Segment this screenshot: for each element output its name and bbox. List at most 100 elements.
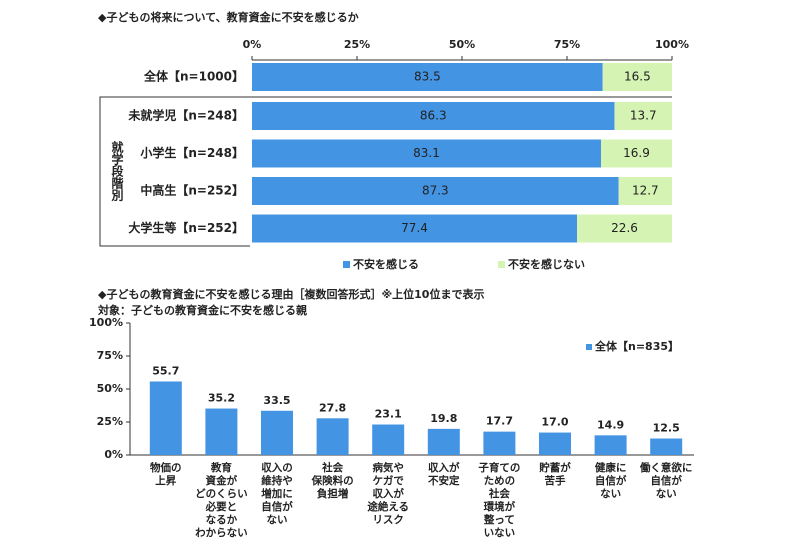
x-tick-label: ない [267,514,288,526]
y-tick-label: 0% [104,448,123,461]
bar-segment [602,63,672,91]
bar [205,408,238,455]
x-tick-label: 社会 [488,487,510,500]
bar [650,438,683,455]
bar-segment [601,139,672,168]
legend-swatch [498,261,505,268]
x-tick-label: ための [484,475,516,487]
bar-segment [618,177,672,205]
x-tick-label: 75% [554,38,580,51]
value-label: 55.7 [152,364,179,377]
x-tick-label: わからない [195,527,248,539]
bar [539,432,571,455]
value-label: 14.9 [597,418,624,431]
value-label: 12.5 [653,422,680,435]
x-tick-label: ケガで [372,474,404,487]
x-tick-label: 健康に [595,461,627,474]
x-tick-label: 0% [243,38,262,51]
x-tick-label: いない [484,527,516,539]
bar-segment [252,102,615,130]
x-tick-label: どのくらい [195,487,248,500]
x-tick-label: 病気や [372,461,404,474]
x-tick-label: 保険料の [311,474,354,487]
legend-label: 全体【n=835】 [594,339,679,353]
x-tick-label: なるか [206,514,238,526]
category-label: 大学生等【n=252】 [128,220,244,235]
x-tick-label: 負担増 [317,487,349,500]
y-tick-label: 100% [89,316,123,329]
group-bracket [99,96,250,247]
bar-segment [252,63,603,91]
value-label: 22.6 [611,221,638,235]
bar [483,431,516,455]
x-tick-label: 働く意欲に [639,461,693,474]
value-label: 86.3 [420,109,447,123]
bar [316,418,349,455]
x-tick-label: 苦手 [545,474,566,487]
x-tick-label: 50% [449,38,475,51]
value-label: 83.1 [413,146,440,160]
value-label: 27.8 [319,401,346,414]
value-label: 17.7 [486,415,513,428]
x-tick-label: 25% [344,38,370,51]
x-tick-label: 収入の [261,462,293,474]
bar-segment [577,214,672,243]
value-label: 23.1 [375,408,402,421]
x-tick-label: 教育 [210,461,232,474]
x-tick-label: ない [656,488,677,500]
y-tick-label: 25% [97,415,123,428]
value-label: 17.0 [541,416,568,429]
legend-label: 不安を感じる [353,257,419,271]
value-label: 87.3 [422,184,449,198]
chart-title: ◆子どもの教育資金に不安を感じる理由［複数回答形式］※上位10位まで表示 [98,287,484,301]
x-tick-label: 不安定 [428,474,460,487]
x-tick-label: 上昇 [155,474,176,487]
value-label: 83.5 [414,70,441,84]
chart-subtitle: 対象：子どもの教育資金に不安を感じる親 [97,303,307,317]
x-tick-label: 収入が [372,487,404,500]
value-label: 35.2 [208,392,235,405]
x-tick-label: 増加に [261,487,293,500]
value-label: 16.9 [623,146,650,160]
chart-title: ◆子どもの将来について、教育資金に不安を感じるか [98,10,359,24]
group-label: 就学段階別 [110,140,124,202]
legend-swatch [586,344,592,350]
legend-swatch [343,261,350,268]
x-tick-label: 自信が [261,500,293,513]
x-tick-label: リスク [372,514,404,526]
value-label: 19.8 [430,412,457,425]
bar-segment [252,214,578,243]
category-label: 未就学児【n=248】 [127,108,244,123]
x-tick-label: 必要と [205,500,238,513]
bar-segment [614,102,672,130]
x-tick-label: 物価の [150,461,182,474]
value-label: 12.7 [632,184,659,198]
category-label: 全体【n=1000】 [143,69,244,84]
x-tick-label: 途絶える [367,500,409,513]
bar-segment [252,139,602,168]
x-tick-label: 子育ての [478,461,520,474]
bar [594,435,627,455]
bar [261,410,293,455]
y-tick-label: 50% [97,382,123,395]
x-tick-label: 維持や [261,474,293,487]
category-label: 小学生【n=248】 [140,145,244,160]
bar [149,381,182,455]
y-tick-label: 75% [97,349,123,362]
x-tick-label: 貯蓄が [539,461,571,474]
x-tick-label: 資金が [206,474,238,487]
value-label: 77.4 [401,221,428,235]
x-tick-label: 100% [655,38,689,51]
value-label: 13.7 [630,109,657,123]
legend-label: 不安を感じない [508,257,585,271]
x-tick-label: 環境が [484,500,516,513]
x-tick-label: ない [600,488,621,500]
value-label: 16.5 [624,70,651,84]
category-label: 中高生【n=252】 [140,183,244,198]
x-tick-label: 自信が [595,474,627,487]
x-tick-label: 自信が [650,474,682,487]
bar [372,424,405,455]
x-tick-label: 社会 [321,461,343,474]
bar [427,428,460,455]
